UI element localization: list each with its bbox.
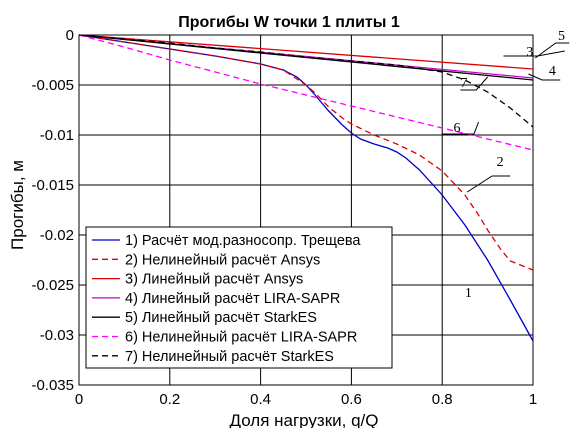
legend-label-4: 4) Линейный расчёт LIRA-SAPR — [125, 291, 340, 307]
annotation-leader-3 — [503, 50, 565, 57]
y-tick-label: -0.015 — [31, 177, 74, 194]
series-line-5 — [78, 34, 534, 81]
x-tick-labels: 0 0.2 0.4 0.6 0.8 1 — [75, 391, 537, 408]
annotation-label-1: 1 — [465, 286, 472, 301]
legend-label-1: 1) Расчёт мод.разносопр. Трещева — [125, 233, 361, 249]
y-axis-label: Прогибы, м — [8, 160, 27, 250]
series-line-1 — [78, 34, 534, 342]
annotation-label-3: 3 — [526, 45, 533, 60]
annotation-label-4: 4 — [549, 64, 556, 79]
series-line-6 — [78, 34, 534, 151]
annotation-leader-5 — [534, 42, 570, 59]
legend-label-2: 2) Нелинейный расчёт Ansys — [125, 252, 320, 268]
y-tick-label: -0.005 — [31, 77, 74, 94]
legend-label-3: 3) Линейный расчёт Ansys — [125, 272, 303, 288]
y-tick-label: -0.03 — [40, 327, 74, 344]
annotation-label-5: 5 — [558, 29, 565, 44]
legend-label-7: 7) Нелинейный расчёт StarkES — [125, 349, 334, 365]
legend-label-6: 6) Нелинейный расчёт LIRA-SAPR — [125, 330, 357, 346]
legend-items: 1) Расчёт мод.разносопр. Трещева 2) Нелин… — [92, 233, 361, 365]
series-line-3 — [78, 34, 534, 70]
series-layer — [78, 34, 534, 342]
annotation-label-7: 7 — [460, 76, 467, 91]
plot-frame — [78, 34, 534, 386]
x-tick-label: 1 — [529, 391, 537, 408]
y-tick-labels: 0 -0.005 -0.01 -0.015 -0.02 -0.025 -0.03 -0.035 — [31, 27, 74, 394]
annotation-leader-6 — [442, 121, 479, 135]
chart-title: Прогибы W точки 1 плиты 1 — [178, 14, 400, 31]
annotation-leader-2 — [466, 175, 511, 193]
legend-box — [85, 226, 393, 369]
y-tick-label: -0.01 — [40, 127, 74, 144]
x-tick-label: 0.4 — [250, 391, 271, 408]
x-tick-label: 0.6 — [341, 391, 362, 408]
annotation-leader-4 — [528, 73, 561, 81]
annotations: 1 2 3 4 5 6 7 — [442, 29, 570, 301]
x-tick-label: 0 — [75, 391, 83, 408]
y-tick-label: 0 — [66, 27, 74, 44]
x-axis-label: Доля нагрузки, q/Q — [229, 411, 378, 428]
x-tick-label: 0.2 — [159, 391, 180, 408]
series-line-7 — [78, 34, 534, 128]
y-tick-label: -0.02 — [40, 227, 74, 244]
annotation-label-6: 6 — [454, 121, 461, 136]
legend: 1) Расчёт мод.разносопр. Трещева 2) Нелин… — [85, 226, 393, 369]
legend-label-5: 5) Линейный расчёт StarkES — [125, 310, 317, 326]
y-tick-label: -0.035 — [31, 377, 74, 394]
x-tick-label: 0.8 — [432, 391, 453, 408]
y-tick-label: -0.025 — [31, 277, 74, 294]
annotation-label-2: 2 — [497, 155, 504, 170]
series-line-2 — [78, 34, 534, 271]
annotation-leader-7 — [460, 76, 488, 91]
